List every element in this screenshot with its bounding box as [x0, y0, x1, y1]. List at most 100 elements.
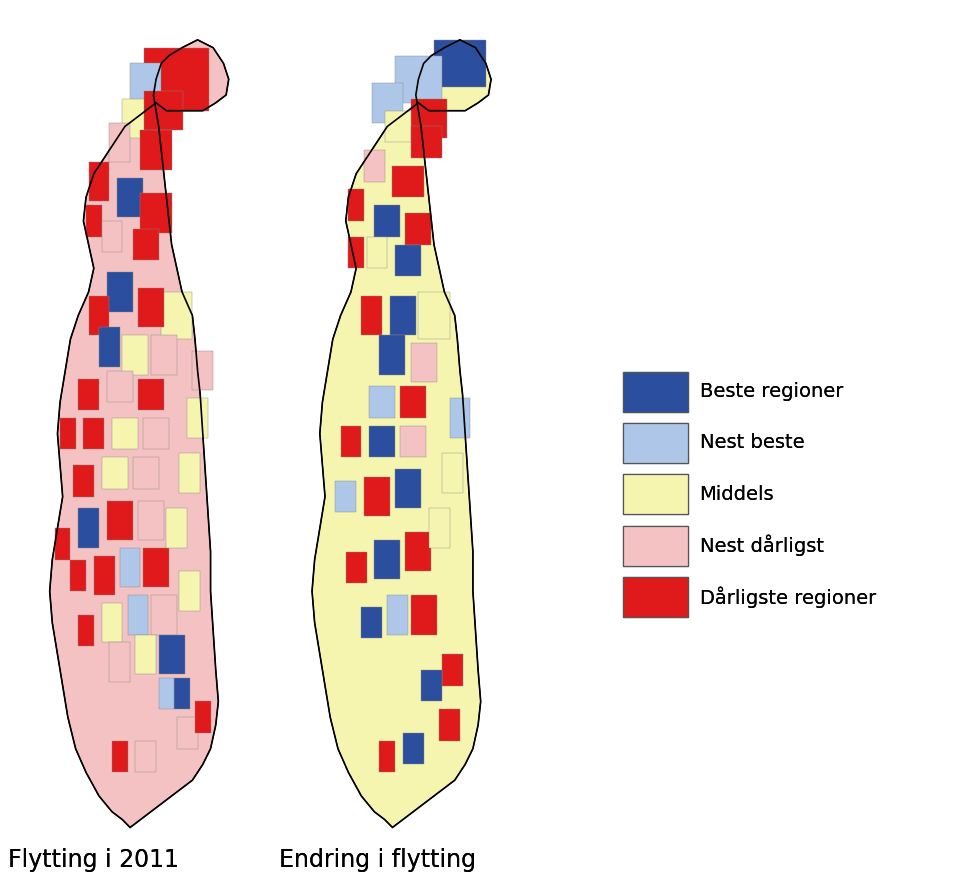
Bar	[143, 548, 169, 588]
Text: Middels: Middels	[700, 485, 775, 504]
Bar	[418, 292, 450, 339]
Bar	[361, 296, 382, 335]
Bar	[369, 387, 395, 418]
Bar	[159, 635, 185, 673]
Bar	[122, 99, 148, 138]
Bar	[138, 379, 163, 410]
Bar	[120, 548, 140, 588]
Bar	[364, 150, 384, 181]
Bar	[102, 458, 128, 489]
Bar	[623, 372, 688, 412]
Bar	[136, 635, 156, 673]
Bar	[151, 335, 177, 374]
Bar	[159, 678, 174, 710]
Bar	[140, 194, 172, 233]
Bar	[128, 595, 148, 635]
Text: Nest beste: Nest beste	[700, 434, 804, 452]
Bar	[442, 654, 462, 686]
Text: Nest beste: Nest beste	[700, 434, 804, 452]
Polygon shape	[50, 40, 229, 827]
Bar	[400, 426, 427, 458]
Bar	[60, 418, 76, 450]
Bar	[144, 91, 184, 130]
Bar	[623, 577, 688, 617]
Bar	[143, 418, 169, 450]
Bar	[174, 678, 190, 710]
Text: Flytting i 2011: Flytting i 2011	[8, 848, 179, 873]
Bar	[623, 474, 688, 514]
Bar	[410, 595, 436, 635]
Bar	[380, 335, 406, 374]
Bar	[434, 40, 486, 87]
Bar	[380, 741, 395, 773]
Bar	[395, 469, 421, 509]
Bar	[372, 83, 403, 122]
Text: Beste regioner: Beste regioner	[700, 382, 843, 401]
Bar	[112, 418, 138, 450]
Bar	[410, 127, 442, 158]
Bar	[107, 273, 133, 312]
Bar	[349, 189, 364, 221]
Bar	[623, 526, 688, 566]
Bar	[450, 398, 470, 437]
Bar	[73, 466, 94, 496]
Bar	[88, 296, 110, 335]
Bar	[70, 559, 86, 591]
Bar	[623, 474, 688, 514]
Bar	[94, 556, 114, 595]
Bar	[390, 296, 416, 335]
Bar	[140, 130, 172, 170]
Bar	[102, 603, 122, 643]
Bar	[130, 64, 161, 111]
Bar	[387, 595, 408, 635]
Bar	[384, 111, 410, 142]
Bar	[439, 710, 460, 741]
Bar	[364, 477, 390, 516]
Bar	[375, 540, 401, 580]
Bar	[410, 343, 436, 382]
Text: Nest dårligst: Nest dårligst	[700, 535, 824, 557]
Bar	[410, 99, 447, 138]
Bar	[78, 615, 94, 646]
Bar	[623, 577, 688, 617]
Bar	[107, 371, 133, 402]
Bar	[369, 426, 395, 458]
Bar	[623, 526, 688, 566]
Bar	[406, 213, 431, 244]
Bar	[151, 595, 177, 635]
Bar	[421, 670, 442, 702]
Bar	[180, 572, 200, 611]
Bar	[122, 335, 148, 374]
Bar	[340, 426, 361, 458]
Text: Middels: Middels	[700, 485, 775, 504]
Bar	[623, 423, 688, 463]
Bar	[192, 351, 213, 390]
Bar	[110, 122, 130, 162]
Bar	[429, 509, 450, 548]
Bar	[395, 56, 442, 103]
Bar	[88, 162, 110, 201]
Bar	[138, 501, 163, 540]
Bar	[55, 528, 70, 559]
Bar	[84, 418, 104, 450]
Text: Dårligste regioner: Dårligste regioner	[700, 586, 875, 608]
Bar	[177, 717, 198, 749]
Text: Flytting i 2011: Flytting i 2011	[8, 848, 179, 873]
Text: Dårligste regioner: Dårligste regioner	[700, 586, 875, 608]
Bar	[110, 643, 130, 681]
Bar	[180, 453, 200, 493]
Bar	[136, 741, 156, 773]
Bar	[375, 205, 401, 237]
Bar	[395, 244, 421, 276]
Bar	[406, 532, 431, 572]
Bar	[99, 327, 120, 366]
Bar	[400, 387, 427, 418]
Bar	[133, 458, 159, 489]
Bar	[403, 733, 424, 765]
Bar	[78, 509, 99, 548]
Bar	[335, 481, 357, 512]
Polygon shape	[312, 40, 491, 827]
Bar	[442, 453, 462, 493]
Bar	[187, 398, 208, 437]
Text: Nest dårligst: Nest dårligst	[700, 535, 824, 557]
